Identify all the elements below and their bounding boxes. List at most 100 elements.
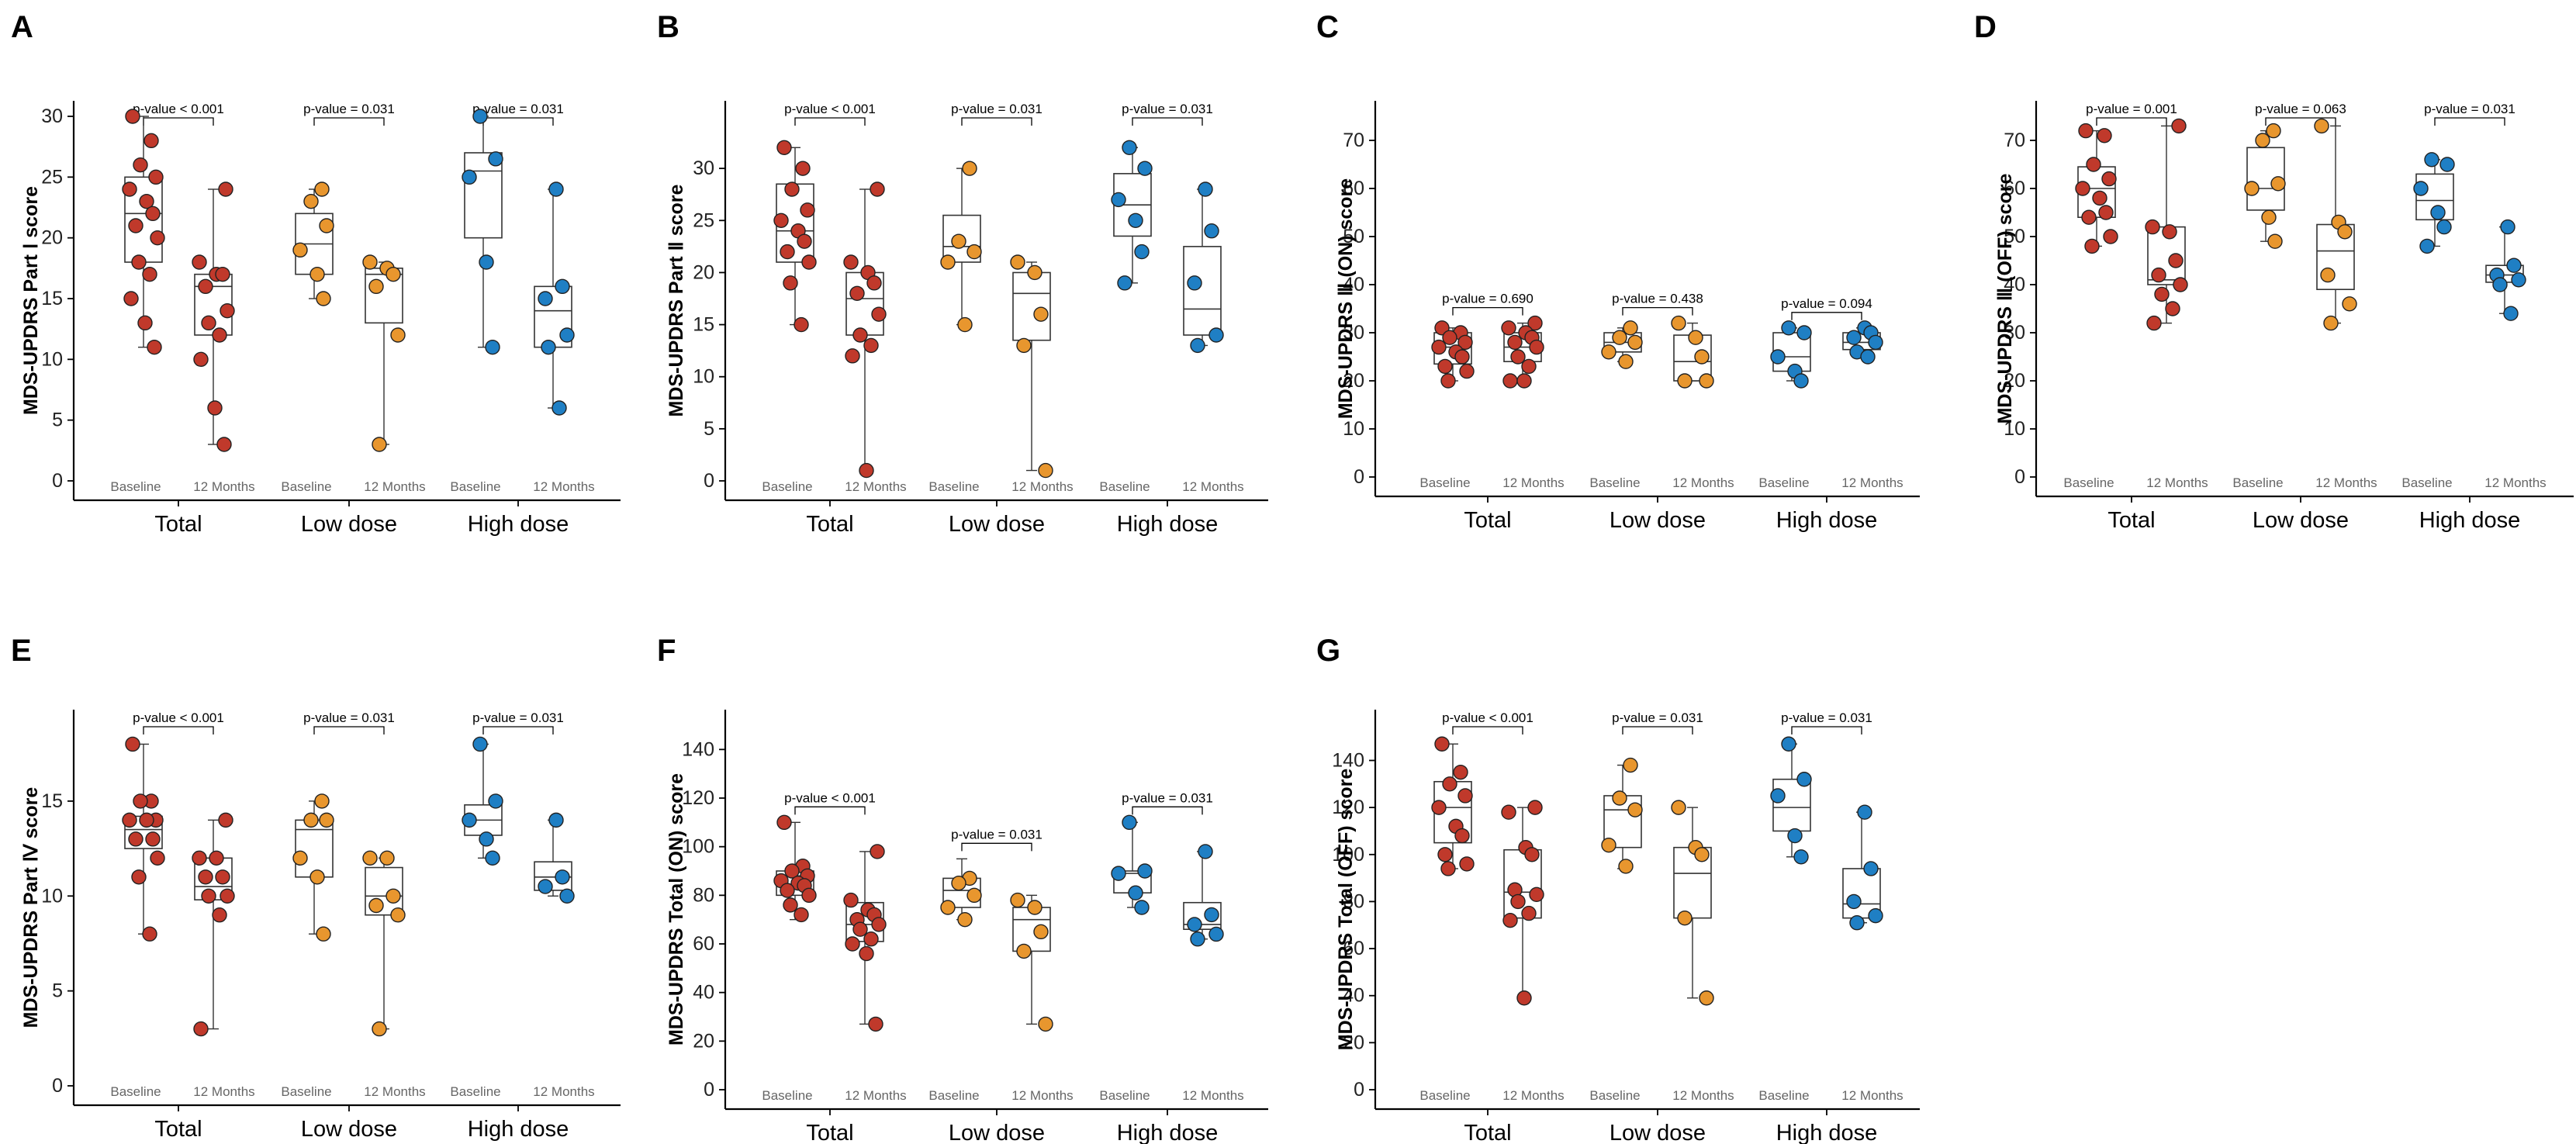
data-point	[1694, 349, 1710, 365]
month12-box	[1842, 320, 1883, 365]
data-point	[362, 850, 378, 866]
data-point	[143, 133, 159, 149]
data-point	[2439, 157, 2455, 172]
y-tick-label: 5	[52, 980, 63, 1002]
months-label: 12 Months	[364, 479, 425, 494]
data-point	[145, 831, 161, 847]
data-point	[192, 254, 207, 270]
data-point	[2103, 229, 2118, 244]
month12-box	[2485, 219, 2526, 321]
data-point	[555, 869, 570, 885]
data-point	[1699, 373, 1714, 389]
pvalue-bracket	[482, 726, 554, 734]
data-point	[488, 793, 503, 809]
group-low-dose: Low dose Baseline 12 Months p-value = 0.031	[928, 102, 1073, 537]
y-tick-label: 20	[693, 261, 714, 283]
month12-box	[1671, 315, 1714, 389]
data-point	[1521, 358, 1537, 375]
data-point	[2165, 301, 2180, 316]
pvalue-bracket	[143, 117, 214, 126]
data-point	[1434, 736, 1450, 752]
baseline-box	[292, 181, 334, 306]
y-tick-label: 20	[41, 227, 63, 249]
panel-letter: B	[657, 10, 679, 44]
data-point	[1137, 161, 1153, 176]
months-label: 12 Months	[1502, 475, 1564, 490]
group-high-dose: High dose Baseline 12 Months p-value = 0.03…	[1099, 790, 1243, 1144]
data-point	[2097, 128, 2112, 143]
data-point	[303, 812, 319, 828]
month12-box	[1671, 800, 1714, 1006]
data-point	[128, 218, 143, 233]
baseline-label: Baseline	[281, 479, 331, 494]
y-tick-label: 10	[2004, 418, 2025, 440]
panel-f: F 0 20 40 60 80 100 120 140 MDS-UPDRS Total (ON) …	[657, 634, 1268, 1144]
data-point	[870, 181, 885, 197]
y-tick-label: 15	[41, 288, 63, 309]
baseline-box	[1601, 757, 1643, 874]
data-point	[863, 337, 879, 354]
data-point	[800, 202, 815, 218]
data-point	[794, 907, 809, 923]
data-point	[368, 278, 384, 295]
data-point	[866, 275, 882, 291]
panel-letter: E	[11, 634, 32, 668]
data-point	[462, 812, 477, 828]
baseline-label: Baseline	[2063, 475, 2114, 490]
data-point	[801, 254, 817, 270]
data-point	[863, 931, 879, 947]
y-tick-label: 80	[693, 884, 714, 906]
y-tick-label: 120	[1332, 797, 1364, 818]
data-point	[1501, 804, 1516, 820]
data-point	[198, 278, 213, 295]
data-point	[139, 193, 154, 209]
pvalue-bracket	[482, 117, 554, 126]
months-label: 12 Months	[1502, 1088, 1564, 1103]
data-point	[1027, 264, 1043, 281]
x-group-label: Low dose	[949, 512, 1045, 537]
data-point	[209, 850, 224, 866]
data-point	[843, 892, 859, 908]
y-tick-label: 30	[2004, 322, 2025, 344]
x-group-label: Total	[154, 512, 202, 537]
data-point	[1442, 776, 1457, 792]
data-point	[852, 921, 868, 937]
data-point	[2419, 238, 2435, 254]
data-point	[372, 437, 387, 452]
pvalue-bracket	[2096, 117, 2167, 126]
y-tick-label: 60	[1343, 938, 1364, 959]
group-high-dose: High dose Baseline 12 Months p-value = 0.09…	[1758, 296, 1903, 533]
data-point	[1521, 905, 1537, 921]
y-tick-label: 100	[1332, 844, 1364, 866]
data-point	[538, 879, 553, 894]
x-group-label: Total	[1464, 508, 1511, 533]
data-point	[1117, 275, 1132, 291]
baseline-box	[122, 736, 165, 942]
data-point	[1849, 915, 1865, 931]
data-point	[316, 291, 331, 306]
y-tick-label: 20	[693, 1030, 714, 1052]
x-group-label: Low dose	[949, 1121, 1045, 1144]
data-point	[1190, 337, 1205, 354]
data-point	[962, 161, 977, 176]
data-point	[870, 844, 885, 859]
data-point	[472, 109, 488, 124]
data-point	[145, 206, 161, 222]
baseline-label: Baseline	[1099, 1088, 1150, 1103]
y-axis-label: MDS-UPDRS Total (OFF) score	[1335, 769, 1357, 1051]
data-point	[1793, 849, 1809, 865]
data-point	[1459, 363, 1475, 379]
data-point	[1677, 910, 1693, 926]
pvalue-label: p-value = 0.031	[2424, 102, 2515, 116]
data-point	[133, 793, 148, 809]
y-axis-label: MDS-UPDRS Ⅲ (OFF) score	[1994, 174, 2016, 424]
baseline-box	[462, 736, 503, 866]
data-point	[849, 285, 865, 301]
data-point	[845, 936, 860, 952]
group-total: Total Baseline 12 Months p-value = 0.001	[2063, 102, 2208, 533]
baseline-label: Baseline	[1758, 475, 1809, 490]
data-point	[783, 275, 798, 291]
month12-box	[843, 844, 887, 1032]
y-tick-label: 5	[52, 410, 63, 431]
